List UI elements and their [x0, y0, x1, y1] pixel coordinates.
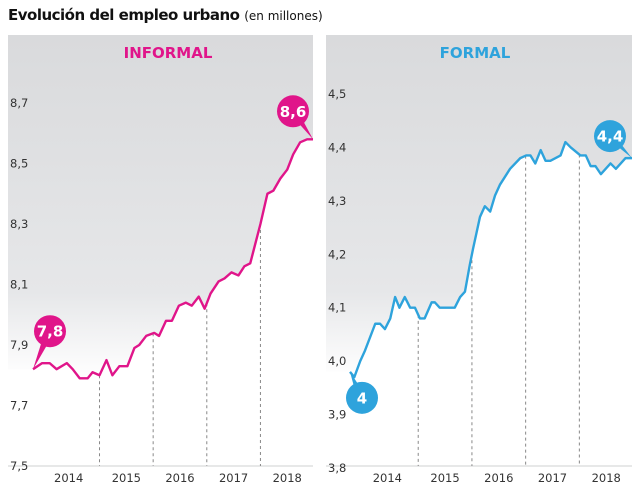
y-tick-label: 3,9 — [328, 408, 346, 422]
value-bubble: 8,6 — [277, 95, 313, 140]
y-tick-label: 8,5 — [10, 157, 28, 171]
chart-title: Evolución del empleo urbano (en millones… — [8, 6, 323, 24]
chart-panel-informal: 7,5 7,7 7,9 8,1 8,3 8,5 8,7 2014 2015 2016 2017 201… — [8, 35, 313, 485]
y-tick-label: 7,5 — [10, 459, 28, 473]
y-tick-label: 8,7 — [10, 96, 28, 110]
bubble-circle — [346, 381, 378, 414]
x-tick-label: 2016 — [484, 471, 513, 485]
title-text: Evolución del empleo urbano — [8, 6, 240, 24]
bubble-label: 4,4 — [597, 128, 624, 146]
x-tick-label: 2018 — [273, 471, 302, 485]
x-tick-label: 2017 — [219, 471, 248, 485]
panel-title: INFORMAL — [124, 44, 213, 62]
bubble-circle — [277, 95, 309, 128]
series-line — [32, 138, 313, 380]
y-tick-label: 8,1 — [10, 278, 28, 292]
bubble-label: 7,8 — [37, 323, 64, 341]
x-tick-label: 2014 — [373, 471, 402, 485]
y-tick-label: 4,4 — [328, 140, 346, 154]
y-tick-label: 4,2 — [328, 247, 346, 261]
bubble-label: 8,6 — [280, 103, 307, 121]
value-bubble: 7,8 — [33, 315, 66, 370]
x-tick-label: 2015 — [430, 471, 459, 485]
background-area — [326, 35, 632, 378]
y-tick-label: 7,7 — [10, 399, 28, 413]
background-area — [8, 35, 313, 379]
series-line — [349, 140, 632, 379]
panel-title: FORMAL — [440, 44, 511, 62]
y-tick-label: 8,3 — [10, 217, 28, 231]
y-tick-label: 4,1 — [328, 301, 346, 315]
chart-panel-formal: 3,8 3,9 4,0 4,1 4,2 4,3 4,4 4,5 2014 2015 2016 2017… — [326, 35, 632, 485]
bubble-circle — [34, 315, 66, 348]
bubble-circle — [594, 120, 626, 153]
y-tick-label: 4,0 — [328, 354, 346, 368]
subtitle-text: (en millones) — [244, 9, 323, 23]
x-tick-label: 2016 — [165, 471, 194, 485]
value-bubble: 4 — [346, 371, 378, 414]
x-tick-label: 2015 — [112, 471, 141, 485]
x-tick-label: 2017 — [538, 471, 567, 485]
x-tick-label: 2014 — [54, 471, 83, 485]
y-tick-label: 4,5 — [328, 87, 346, 101]
value-bubble: 4,4 — [594, 120, 632, 159]
x-tick-label: 2018 — [592, 471, 621, 485]
bubble-label: 4 — [357, 389, 367, 407]
y-tick-label: 4,3 — [328, 194, 346, 208]
y-tick-label: 7,9 — [10, 338, 28, 352]
y-tick-label: 3,8 — [328, 461, 346, 475]
